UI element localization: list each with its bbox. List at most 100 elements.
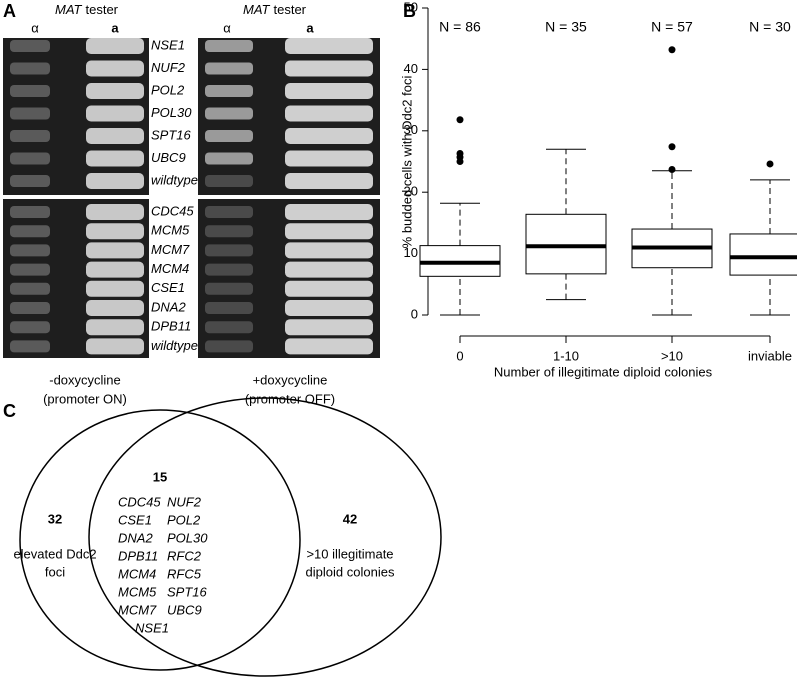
gene: MCM5	[118, 584, 157, 599]
gene: NSE1	[135, 620, 169, 635]
outlier	[668, 165, 676, 173]
streak	[205, 225, 253, 238]
streak	[10, 244, 50, 257]
annotation: N = 30	[749, 19, 791, 35]
gene: CSE1	[118, 512, 152, 527]
count: 15	[153, 469, 167, 484]
streak	[10, 175, 50, 187]
outlier	[456, 158, 464, 165]
x-axis-label: Number of illegitimate diploid colonies	[494, 364, 713, 379]
streak	[10, 206, 50, 218]
streak	[205, 130, 253, 142]
venn-circle	[19, 409, 301, 671]
streak	[285, 83, 373, 99]
streak	[86, 128, 144, 144]
caption: +doxycycline	[253, 372, 328, 387]
gene: POL30	[167, 530, 208, 545]
gene: MCM7	[118, 602, 157, 617]
streak	[285, 105, 373, 122]
annotation: N = 57	[651, 19, 693, 35]
streak	[285, 204, 373, 220]
streak	[285, 173, 373, 189]
header-italic: MAT	[55, 2, 83, 17]
x-tick-label: inviable	[748, 348, 792, 363]
streak	[205, 340, 253, 353]
streak	[285, 338, 373, 355]
box	[729, 233, 797, 276]
gene: DPB11	[118, 548, 158, 563]
header-italic: MAT	[243, 2, 271, 17]
streak	[285, 300, 373, 316]
gene-label: MCM7	[151, 242, 190, 257]
y-tick-label: 50	[404, 0, 418, 14]
streak	[205, 282, 253, 295]
box	[525, 213, 607, 275]
streak	[205, 62, 253, 75]
streak	[205, 321, 253, 334]
streak	[285, 223, 373, 240]
column-label: α	[223, 20, 231, 35]
x-tick-label: 1-10	[553, 348, 579, 363]
streak	[86, 83, 144, 99]
streak	[205, 85, 253, 97]
streak	[285, 261, 373, 278]
panel-label: C	[3, 401, 16, 421]
header: MAT tester	[55, 2, 119, 17]
streak	[285, 280, 373, 297]
boxplot: 0 10 20 30 40 50 0 N = 86 1-10 N = 35 >10 N = 57 inv…	[404, 0, 797, 363]
streak	[86, 300, 144, 316]
streak	[10, 107, 50, 120]
streak	[205, 302, 253, 314]
streak	[285, 150, 373, 167]
caption: -doxycycline	[49, 372, 121, 387]
streak	[10, 282, 50, 295]
streak	[10, 340, 50, 353]
overlap-genes: CDC45 CSE1 DNA2 DPB11 MCM4 MCM5 MCM7 NUF2 POL2 PO…	[118, 494, 208, 617]
header: MAT tester	[243, 2, 307, 17]
x-tick-label: >10	[661, 348, 683, 363]
streak	[10, 130, 50, 142]
streak	[10, 152, 50, 165]
gene-label: POL30	[151, 105, 192, 120]
streak	[10, 85, 50, 97]
gene-label: CDC45	[151, 203, 194, 218]
gene-label: DNA2	[151, 299, 186, 314]
streak	[86, 242, 144, 259]
set-label: diploid colonies	[306, 564, 395, 579]
gene: RFC2	[167, 548, 202, 563]
y-tick-label: 0	[411, 306, 418, 321]
y-tick-label: 20	[404, 184, 418, 199]
column-label: α	[31, 20, 39, 35]
streak	[86, 204, 144, 220]
count: 42	[343, 511, 357, 526]
streak	[285, 38, 373, 54]
streak	[285, 319, 373, 336]
gene-label: wildtype	[151, 338, 198, 353]
outlier	[766, 160, 774, 168]
gene: CDC45	[118, 494, 161, 509]
gene-label: POL2	[151, 82, 185, 97]
gene-labels: NSE1 NUF2 POL2 POL30 SPT16 UBC9 wildtype CDC45 M…	[151, 37, 198, 352]
annotation: N = 86	[439, 19, 481, 35]
streak	[86, 319, 144, 336]
annotation: N = 35	[545, 19, 587, 35]
gene-label: DPB11	[151, 319, 191, 334]
outlier	[456, 116, 464, 124]
streak	[86, 150, 144, 167]
streak	[86, 261, 144, 278]
gene-label: MCM5	[151, 223, 190, 238]
streak	[86, 60, 144, 77]
gene: MCM4	[118, 566, 156, 581]
streak	[205, 263, 253, 276]
gene-label: NUF2	[151, 60, 186, 75]
streak	[86, 280, 144, 297]
outlier	[668, 46, 676, 54]
gene: SPT16	[167, 584, 208, 599]
y-tick-label: 40	[404, 61, 418, 76]
venn-circle	[88, 397, 442, 677]
streak	[205, 152, 253, 165]
set-label: foci	[45, 564, 65, 579]
gene-label: UBC9	[151, 150, 186, 165]
streak	[10, 321, 50, 334]
